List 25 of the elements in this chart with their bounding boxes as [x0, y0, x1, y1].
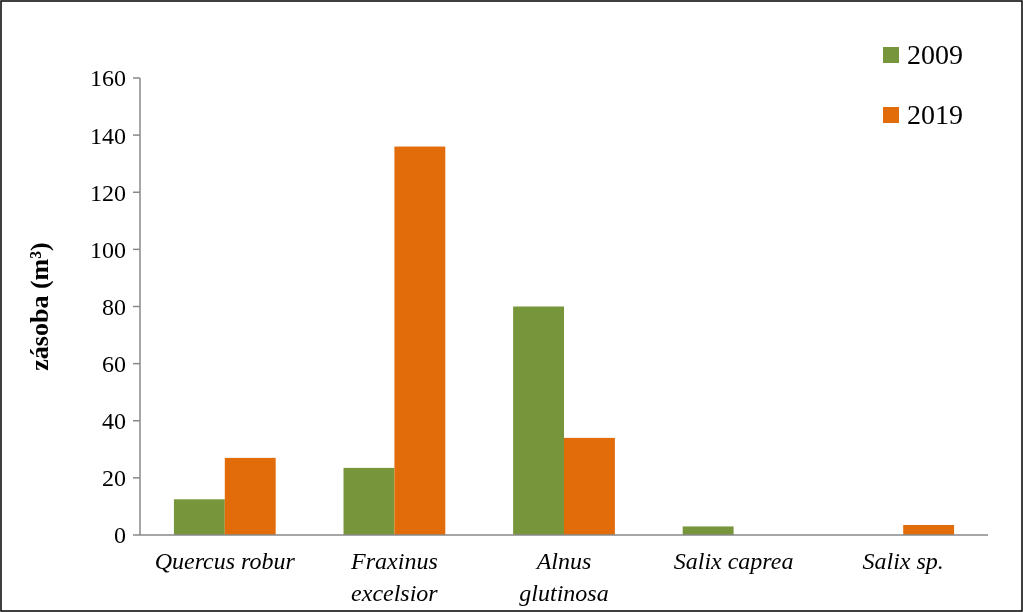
y-tick-label: 100 — [90, 236, 126, 263]
legend-label: 2019 — [907, 99, 963, 130]
x-tick-label: Fraxinus excelsior — [350, 548, 439, 606]
bar — [394, 146, 446, 535]
y-tick-label: 0 — [114, 522, 126, 549]
y-axis-title: zásoba (m³) — [25, 242, 54, 371]
bar — [564, 437, 615, 535]
bar — [343, 467, 395, 535]
y-tick-label: 80 — [102, 293, 126, 320]
bar — [173, 499, 225, 535]
x-tick-label: Quercus robur — [154, 548, 296, 574]
legend-label: 2009 — [907, 39, 963, 70]
y-tick-label: 60 — [102, 351, 126, 378]
y-tick-label: 40 — [102, 408, 126, 435]
bar — [224, 457, 276, 535]
y-tick-label: 120 — [90, 179, 126, 206]
bar — [513, 306, 564, 535]
y-tick-label: 20 — [102, 465, 126, 492]
x-tick-label: Salix sp. — [862, 548, 944, 574]
x-tick-label: Salix caprea — [673, 548, 794, 574]
y-tick-label: 160 — [90, 65, 126, 92]
x-tick-label: Alnus glutinosa — [519, 548, 609, 606]
y-tick-label: 140 — [90, 122, 126, 149]
bar — [903, 525, 955, 535]
bar — [682, 526, 734, 535]
